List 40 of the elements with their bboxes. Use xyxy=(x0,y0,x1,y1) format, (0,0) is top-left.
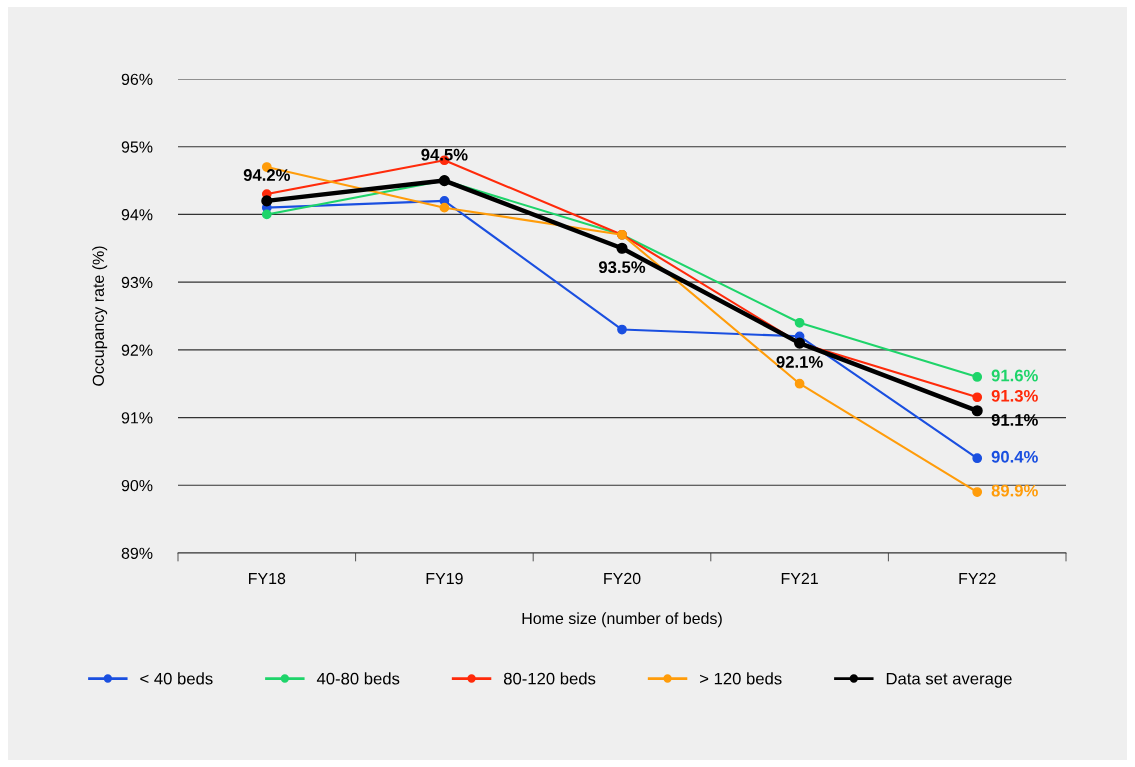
data-label: 91.6% xyxy=(991,369,1038,382)
y-tick-label: 94% xyxy=(121,209,153,221)
data-label: 89.9% xyxy=(991,484,1038,497)
x-axis-title: Home size (number of beds) xyxy=(522,612,722,628)
x-tick-label: FY20 xyxy=(604,572,641,585)
legend-label: 40-80 beds xyxy=(316,672,400,685)
y-tick-label: 95% xyxy=(121,141,153,153)
y-tick-label: 93% xyxy=(121,276,153,289)
y-tick-label: 92% xyxy=(121,344,153,356)
x-tick-label: FY19 xyxy=(426,572,463,585)
y-tick-label: 91% xyxy=(121,412,153,424)
y-tick-label: 96% xyxy=(121,73,153,85)
x-tick-label: FY22 xyxy=(959,572,996,585)
data-label: 90.4% xyxy=(991,450,1038,463)
legend-label: Data set average xyxy=(886,672,1012,688)
point xyxy=(261,195,273,207)
point xyxy=(616,242,628,254)
point xyxy=(972,453,983,464)
point xyxy=(972,392,983,403)
data-label: 93.5% xyxy=(598,261,646,274)
y-tick-label: 90% xyxy=(121,479,153,492)
point xyxy=(971,405,983,417)
y-tick-label: 89% xyxy=(121,547,153,559)
point xyxy=(261,209,272,220)
point xyxy=(439,202,450,213)
legend-label: < 40 beds xyxy=(140,672,213,685)
point xyxy=(972,487,983,497)
y-axis-title: Occupancy rate (%) xyxy=(92,246,108,386)
point xyxy=(617,324,627,335)
legend-label: > 120 beds xyxy=(700,672,782,685)
x-tick-label: FY18 xyxy=(249,572,286,585)
point xyxy=(794,378,805,389)
data-label: 94.5% xyxy=(421,148,468,161)
point xyxy=(794,317,805,328)
x-tick-label: FY21 xyxy=(781,572,818,585)
legend-label: 80-120 beds xyxy=(503,672,596,685)
data-label: 91.3% xyxy=(991,389,1038,402)
point xyxy=(972,372,983,382)
data-label: 94.2% xyxy=(243,169,290,181)
data-label: 92.1% xyxy=(776,356,823,368)
